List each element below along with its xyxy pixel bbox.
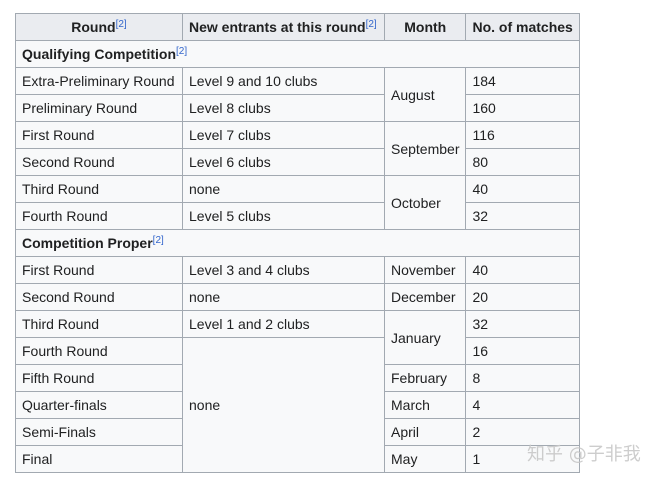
- header-label: New entrants at this round: [189, 19, 366, 35]
- table-row: Extra-Preliminary Round Level 9 and 10 cl…: [15, 67, 580, 122]
- matches-cell: 184: [465, 67, 580, 95]
- round-cell: First Round: [15, 256, 183, 284]
- round-cell: Quarter-finals: [15, 391, 183, 419]
- round-cell: Final: [15, 445, 183, 473]
- table-row: Preliminary Round Level 8 clubs 160: [15, 94, 580, 122]
- round-cell: Semi-Finals: [15, 418, 183, 446]
- month-cell: December: [383, 283, 467, 311]
- entrants-cell: none: [182, 337, 385, 473]
- matches-cell: 2: [465, 418, 580, 446]
- entrants-cell: Level 7 clubs: [182, 121, 385, 149]
- table-row: Second Round Level 6 clubs 80: [15, 148, 580, 176]
- header-entrants: New entrants at this round[2]: [182, 13, 385, 41]
- round-cell: Third Round: [15, 175, 183, 203]
- round-cell: Third Round: [15, 310, 183, 338]
- matches-cell: 16: [465, 337, 580, 365]
- section-title: Qualifying Competition: [22, 46, 176, 62]
- month-cell: November: [383, 256, 467, 284]
- round-cell: Fourth Round: [15, 202, 183, 230]
- matches-cell: 32: [465, 310, 580, 338]
- round-cell: Fifth Round: [15, 364, 183, 392]
- table-row: First Round Level 7 clubs September 116: [15, 121, 580, 176]
- matches-cell: 160: [465, 94, 580, 122]
- month-cell: January: [383, 310, 467, 365]
- header-month: Month: [383, 13, 467, 41]
- section-title-cell: Qualifying Competition[2]: [15, 40, 580, 68]
- table-row: Fourth Round Level 5 clubs 32: [15, 202, 580, 230]
- entrants-cell: none: [182, 175, 385, 203]
- header-label: Round: [71, 19, 116, 35]
- matches-cell: 116: [465, 121, 580, 149]
- citation-link[interactable]: [2]: [152, 235, 164, 246]
- month-cell: October: [383, 175, 467, 230]
- month-cell: September: [383, 121, 467, 176]
- table-row: Semi-Finals April 2: [15, 418, 580, 446]
- watermark: 知乎 @子非我: [527, 444, 641, 465]
- table-row: Second Round none December 20: [15, 283, 580, 311]
- month-cell: February: [383, 364, 467, 392]
- entrants-cell: Level 6 clubs: [182, 148, 385, 176]
- round-cell: First Round: [15, 121, 183, 149]
- matches-cell: 8: [465, 364, 580, 392]
- table-row: Third Round Level 1 and 2 clubs January 32: [15, 310, 580, 365]
- section-title: Competition Proper: [22, 235, 153, 251]
- matches-cell: 32: [465, 202, 580, 230]
- section-title-cell: Competition Proper[2]: [15, 229, 580, 257]
- header-round: Round[2]: [15, 13, 183, 41]
- citation-link[interactable]: [2]: [176, 46, 188, 57]
- matches-cell: 80: [465, 148, 580, 176]
- header-matches: No. of matches: [465, 13, 580, 41]
- header-label: Month: [404, 19, 447, 35]
- header-label: No. of matches: [472, 19, 573, 35]
- round-cell: Second Round: [15, 283, 183, 311]
- section-row: Competition Proper[2]: [15, 229, 580, 257]
- round-cell: Extra-Preliminary Round: [15, 67, 183, 95]
- matches-cell: 4: [465, 391, 580, 419]
- entrants-cell: Level 8 clubs: [182, 94, 385, 122]
- month-cell: August: [383, 67, 467, 122]
- table-row: Fifth Round February 8: [15, 364, 580, 392]
- round-cell: Fourth Round: [15, 337, 183, 365]
- table-row: Final May 1: [15, 445, 580, 473]
- citation-link[interactable]: [2]: [365, 19, 377, 30]
- month-cell: March: [383, 391, 467, 419]
- table-row: First Round Level 3 and 4 clubs November 40: [15, 256, 580, 284]
- matches-cell: 1: [465, 445, 580, 473]
- entrants-cell: none: [182, 283, 385, 311]
- matches-cell: 20: [465, 283, 580, 311]
- header-row: Round[2] New entrants at this round[2] M…: [15, 13, 580, 41]
- month-cell: May: [383, 445, 467, 473]
- entrants-cell: Level 9 and 10 clubs: [182, 67, 385, 95]
- fa-cup-rounds-table: Round[2] New entrants at this round[2] M…: [15, 13, 580, 473]
- entrants-cell: Level 1 and 2 clubs: [182, 310, 385, 338]
- table-row: Third Round none October 40: [15, 175, 580, 230]
- entrants-cell: Level 3 and 4 clubs: [182, 256, 385, 284]
- round-cell: Preliminary Round: [15, 94, 183, 122]
- table-row: Fourth Round none 16: [15, 337, 580, 473]
- entrants-cell: Level 5 clubs: [182, 202, 385, 230]
- citation-link[interactable]: [2]: [115, 19, 127, 30]
- matches-cell: 40: [465, 256, 580, 284]
- month-cell: April: [383, 418, 467, 446]
- round-cell: Second Round: [15, 148, 183, 176]
- matches-cell: 40: [465, 175, 580, 203]
- section-row: Qualifying Competition[2]: [15, 40, 580, 68]
